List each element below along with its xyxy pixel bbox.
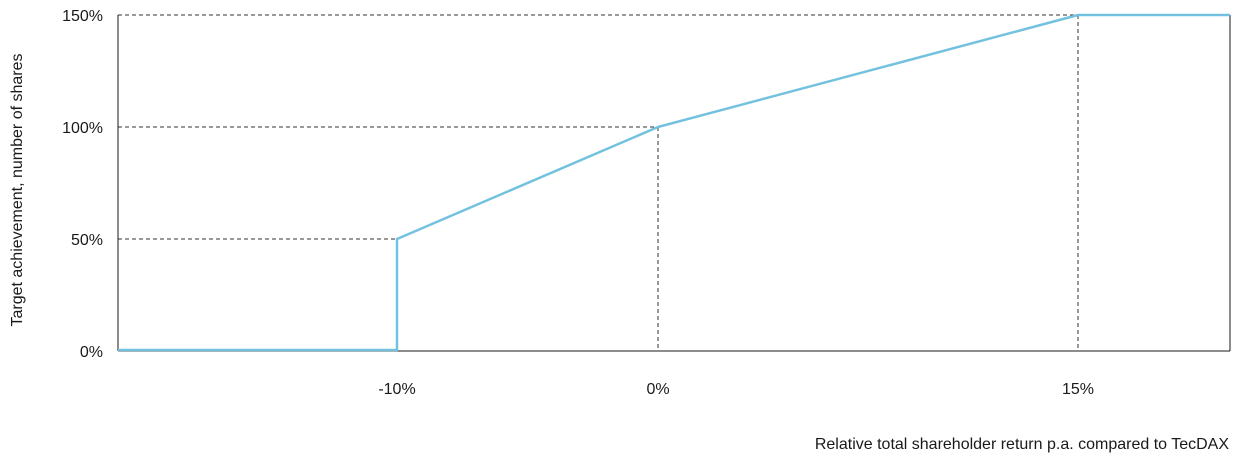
y-axis-label: Target achievement, number of shares: [9, 53, 26, 326]
series-line: [118, 13, 1230, 352]
y-tick-label: 100%: [62, 120, 103, 137]
x-axis-label: Relative total shareholder return p.a. c…: [814, 436, 1229, 453]
guide-lines: [118, 14, 1079, 351]
series-group: [118, 13, 1230, 352]
tick-labels: 0% 50% 100% 150% -10% 0% 15%: [62, 8, 1094, 398]
y-tick-label: 0%: [80, 344, 103, 361]
x-tick-label: -10%: [378, 381, 415, 398]
y-tick-label: 50%: [71, 232, 103, 249]
axes: [117, 15, 1231, 352]
y-tick-label: 150%: [62, 8, 103, 25]
x-tick-label: 0%: [646, 381, 669, 398]
x-tick-label: 15%: [1062, 381, 1094, 398]
